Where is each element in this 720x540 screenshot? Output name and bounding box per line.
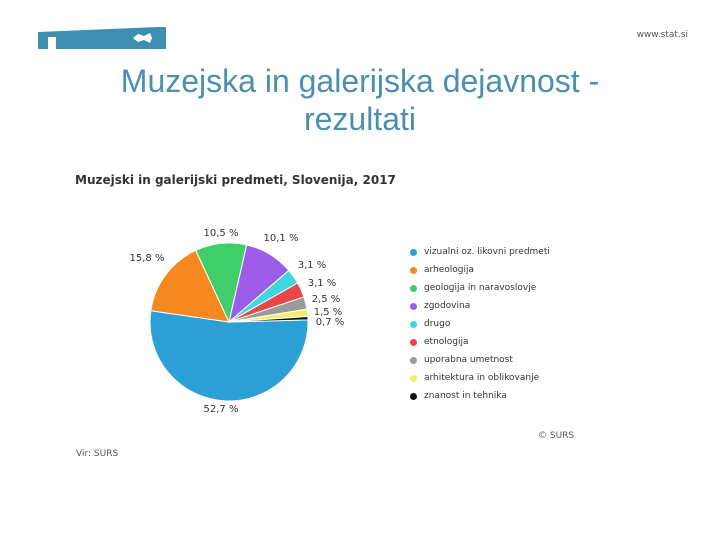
slide-title-line-1: Muzejska in galerijska dejavnost - [120, 63, 600, 99]
legend-label: arheologija [424, 265, 475, 275]
data-label-drugo: 3,1 % [298, 260, 327, 271]
legend-label: etnologija [424, 337, 469, 347]
legend-swatch [410, 392, 417, 400]
legend-item-uporabna-umetnost: uporabna umetnost [410, 351, 550, 369]
data-label-geologija-in-naravoslovje: 10,5 % [204, 228, 239, 239]
legend-item-zgodovina: zgodovina [410, 297, 550, 315]
data-label-arheologija: 15,8 % [130, 253, 165, 264]
data-label-vizualni-oz-likovni-predmeti: 52,7 % [204, 404, 239, 415]
legend-item-vizualni-oz-likovni-predmeti: vizualni oz. likovni predmeti [410, 243, 550, 261]
legend-swatch [410, 248, 417, 256]
website-url: www.stat.si [636, 30, 688, 40]
source-note: Vir: SURS [76, 449, 119, 459]
legend-swatch [410, 266, 417, 274]
legend-label: zgodovina [424, 301, 471, 311]
pie-slice-arheologija [150, 249, 230, 323]
chart-legend: vizualni oz. likovni predmeti arheologija… [410, 243, 550, 405]
data-label-etnologija: 3,1 % [308, 278, 337, 289]
legend-item-geologija-in-naravoslovje: geologija in naravoslovje [410, 279, 550, 297]
legend-label: vizualni oz. likovni predmeti [424, 247, 550, 257]
chart-title: Muzejski in galerijski predmeti, Sloveni… [75, 173, 396, 187]
data-label-uporabna-umetnost: 2,5 % [312, 294, 341, 305]
legend-swatch [410, 320, 417, 328]
legend-label: geologija in naravoslovje [424, 283, 537, 293]
pie-slice-vizualni-oz-likovni-predmeti [149, 310, 309, 402]
legend-item-znanost-in-tehnika: znanost in tehnika [410, 387, 550, 405]
data-label-zgodovina: 10,1 % [264, 233, 299, 244]
slide-title: Muzejska in galerijska dejavnost - rezul… [40, 62, 680, 138]
legend-swatch [410, 284, 417, 292]
legend-item-etnologija: etnologija [410, 333, 550, 351]
legend-item-arheologija: arheologija [410, 261, 550, 279]
copyright: © SURS [538, 431, 575, 441]
legend-label: arhitektura in oblikovanje [424, 373, 540, 383]
legend-swatch [410, 302, 417, 310]
data-label-znanost-in-tehnika: 0,7 % [316, 317, 345, 328]
data-label-arhitektura-in-oblikovanje: 1,5 % [314, 307, 343, 318]
surs-logo [38, 27, 166, 49]
legend-label: drugo [424, 319, 451, 329]
pie-slice-znanost-in-tehnika [228, 315, 309, 323]
legend-swatch [410, 356, 417, 364]
legend-label: znanost in tehnika [424, 391, 507, 401]
legend-item-drugo: drugo [410, 315, 550, 333]
slide-title-line-2: rezultati [303, 101, 417, 137]
legend-label: uporabna umetnost [424, 355, 513, 365]
legend-item-arhitektura-in-oblikovanje: arhitektura in oblikovanje [410, 369, 550, 387]
legend-swatch [410, 374, 417, 382]
legend-swatch [410, 338, 417, 346]
